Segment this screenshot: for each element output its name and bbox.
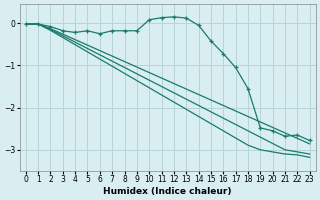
X-axis label: Humidex (Indice chaleur): Humidex (Indice chaleur) <box>103 187 232 196</box>
